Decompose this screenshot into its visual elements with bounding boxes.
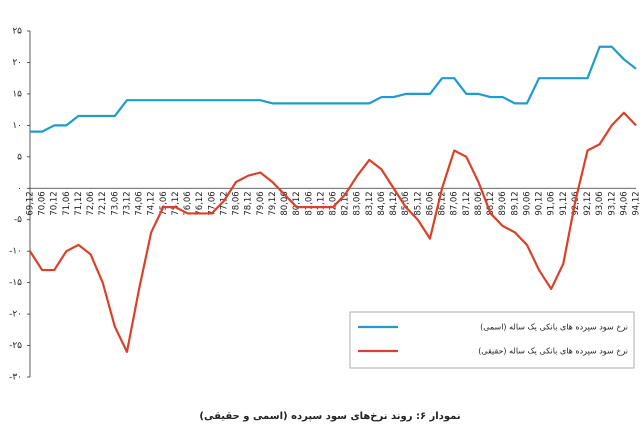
x-tick-label: 73,12 [122, 191, 132, 215]
x-tick-label: 91,06 [547, 191, 557, 215]
x-tick-label: 85,12 [413, 191, 423, 215]
x-tick-label: 82,12 [341, 191, 351, 215]
y-tick-label: ۰ [17, 184, 22, 194]
y-tick-label: ۲۵ [12, 27, 22, 37]
x-tick-label: 75,06 [159, 191, 169, 215]
x-tick-label: 70,12 [50, 191, 60, 215]
x-tick-label: 76,06 [183, 191, 193, 215]
x-tick-label: 71,12 [74, 191, 84, 215]
x-tick-label: 76,12 [195, 191, 205, 215]
x-tick-label: 74,06 [135, 191, 145, 215]
x-tick-label: 80,12 [292, 191, 302, 215]
y-tick-label: ۱۰ [12, 121, 22, 131]
x-tick-label: 80,06 [280, 191, 290, 215]
x-tick-label: 88,12 [486, 191, 496, 215]
x-tick-label: 84,06 [377, 191, 387, 215]
y-tick-label: ۱۵ [12, 89, 22, 99]
y-tick-label: ۵ [17, 152, 22, 162]
x-tick-label: 69,12 [26, 191, 36, 215]
x-tick-label: 87,12 [462, 191, 472, 215]
x-tick-label: 94,06 [619, 191, 629, 215]
y-tick-label: ۲۰ [12, 58, 22, 68]
x-tick-label: 73,06 [110, 191, 120, 215]
legend-label: نرخ سود سپرده های بانکی یک ساله (اسمی) [480, 323, 628, 332]
x-tick-label: 83,12 [365, 191, 375, 215]
y-tick-label: -۱۵ [9, 278, 22, 288]
x-tick-label: 89,12 [510, 191, 520, 215]
x-tick-label: 75,12 [171, 191, 181, 215]
x-tick-label: 90,06 [522, 191, 532, 215]
x-tick-label: 78,06 [232, 191, 242, 215]
y-tick-label: -۵ [14, 215, 22, 225]
x-tick-label: 93,06 [595, 191, 605, 215]
y-tick-label: -۳۰ [9, 373, 22, 383]
x-tick-label: 78,12 [244, 191, 254, 215]
x-tick-label: 77,12 [219, 191, 229, 215]
series-line [29, 111, 637, 353]
y-tick-label: -۱۰ [9, 247, 22, 257]
x-tick-label: 79,06 [256, 191, 266, 215]
x-tick-label: 88,06 [474, 191, 484, 215]
y-tick-label: -۲۰ [9, 310, 22, 320]
x-tick-label: 84,12 [389, 191, 399, 215]
x-tick-label: 90,12 [535, 191, 545, 215]
legend-box [349, 311, 635, 369]
x-tick-label: 79,12 [268, 191, 278, 215]
x-tick-label: 92,12 [583, 191, 593, 215]
y-tick-label: -۲۵ [9, 341, 22, 351]
x-tick-label: 94,12 [632, 191, 642, 215]
x-tick-label: 81,12 [316, 191, 326, 215]
x-tick-label: 74,12 [147, 191, 157, 215]
x-tick-label: 85,06 [401, 191, 411, 215]
x-tick-label: 71,06 [62, 191, 72, 215]
x-tick-label: 87,06 [450, 191, 460, 215]
x-tick-label: 89,06 [498, 191, 508, 215]
x-tick-label: 82,06 [329, 191, 339, 215]
x-tick-label: 83,06 [353, 191, 363, 215]
x-tick-label: 86,06 [425, 191, 435, 215]
x-tick-label: 77,06 [207, 191, 217, 215]
x-tick-label: 81,06 [304, 191, 314, 215]
x-tick-label: 72,06 [86, 191, 96, 215]
x-tick-label: 70,06 [38, 191, 48, 215]
x-tick-label: 91,12 [559, 191, 569, 215]
x-tick-label: 86,12 [438, 191, 448, 215]
series-line [30, 45, 637, 133]
x-tick-label: 72,12 [98, 191, 108, 215]
x-tick-label: 93,12 [607, 191, 617, 215]
chart-title: نمودار ۶: روند نرخ‌های سود سپرده (اسمی و… [199, 411, 460, 422]
legend-label: نرخ سود سپرده های بانکی یک ساله (حقیقی) [478, 347, 628, 356]
